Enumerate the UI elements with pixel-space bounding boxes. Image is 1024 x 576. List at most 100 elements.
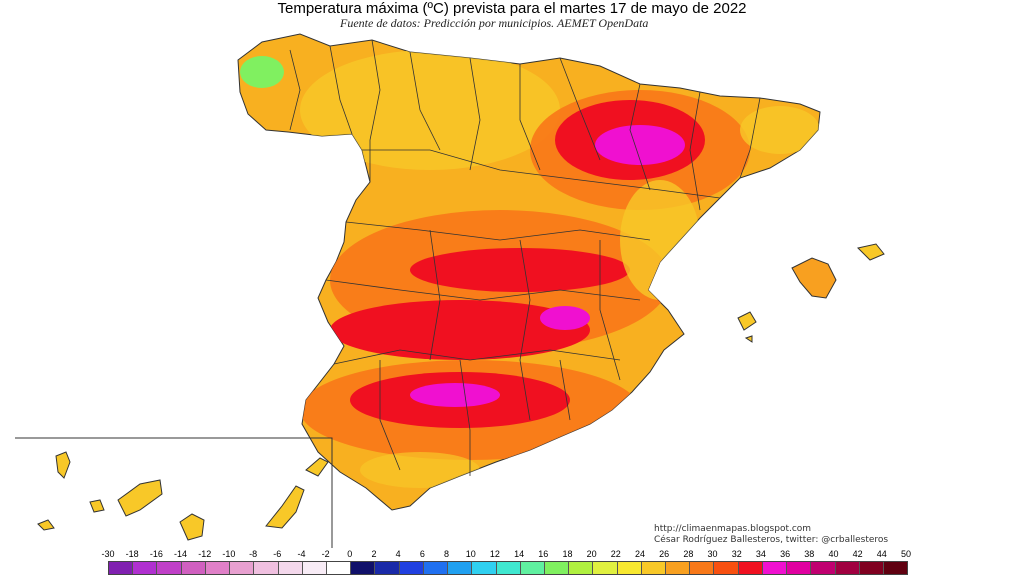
zone-ebro-magenta [595,125,685,165]
legend-swatch [787,562,812,574]
zone-south-coast-warm [360,452,480,488]
legend-swatch [641,562,667,574]
legend-swatch [109,562,134,574]
legend-tick-label: -4 [297,549,306,559]
legend-tick-label: 14 [514,549,525,559]
legend-tick-label: 8 [444,549,450,559]
island-el-hierro [37,519,55,531]
legend-swatch [811,562,836,574]
legend-swatch [302,562,327,574]
legend-swatch [351,562,376,574]
legend-swatch [205,562,231,574]
legend-swatch [738,562,763,574]
legend-tick-label: -6 [273,549,282,559]
island-lanzarote [305,457,329,477]
legend-tick-label: 36 [780,549,791,559]
legend-tick-label: 28 [683,549,694,559]
province-borders [289,39,761,476]
island-mallorca [791,257,837,299]
legend-swatch [666,562,691,574]
legend-tick-label: 10 [465,549,476,559]
legend-tick-label: -2 [321,549,330,559]
legend-swatch [496,562,521,574]
legend-swatch [133,562,158,574]
legend-tick-label: -12 [198,549,212,559]
legend-tick-label: -18 [125,549,139,559]
island-formentera [744,335,753,343]
zone-guadiana-red [330,300,590,360]
legend-swatch [181,562,206,574]
zone-guadalquivir-magenta [410,383,500,407]
legend-swatch [375,562,400,574]
legend-tick-label: 20 [586,549,597,559]
island-menorca [857,243,885,261]
legend-tick-label: 42 [852,549,863,559]
island-la-palma [55,451,71,479]
legend-tick-label: 16 [538,549,549,559]
legend-swatch [690,562,715,574]
map-title: Temperatura máxima (ºC) prevista para el… [277,0,747,17]
legend-swatch [520,562,545,574]
legend-swatch [617,562,642,574]
island-tenerife [117,479,163,517]
legend-ticks: -30 -18 -16 -14 -12 -10 -8 -6 -4 -2 0 2 4 6 8 10 12 14 16 1… [0,549,1024,561]
legend-swatch [762,562,788,574]
legend-swatch [859,562,884,574]
legend-tick-label: 34 [755,549,766,559]
legend-color-bar [108,561,908,575]
legend-tick-label: 38 [804,549,815,559]
legend-tick-label: 6 [419,549,425,559]
canary-inset [15,437,333,548]
zone-east-warm [620,180,700,300]
legend-tick-label: 0 [347,549,353,559]
legend-swatch [472,562,497,574]
legend-swatch [835,562,860,574]
legend-tick-label: 44 [876,549,887,559]
balearic-islands [737,243,885,343]
legend-tick-label: 12 [489,549,500,559]
legend-tick-label: 26 [659,549,670,559]
legend-swatch [278,562,303,574]
legend-swatch [884,562,908,574]
peninsula [237,33,821,511]
island-la-gomera [89,499,105,513]
legend-swatch [230,562,255,574]
credits-author: César Rodríguez Ballesteros, twitter: @c… [654,535,889,545]
legend-tick-label: -14 [174,549,188,559]
legend-swatch [569,562,594,574]
legend-swatch [544,562,570,574]
legend-tick-label: 24 [634,549,646,559]
credits: http://climaenmapas.blogspot.com César R… [654,524,888,546]
legend-swatch [593,562,618,574]
zone-north-warm [300,50,560,170]
credits-url[interactable]: http://climaenmapas.blogspot.com [654,524,812,534]
island-ibiza [737,311,757,331]
legend-swatch [254,562,279,574]
legend-tick-label: 30 [707,549,718,559]
legend-swatch [326,562,352,574]
island-fuerteventura [265,485,305,529]
legend-tick-label: -10 [222,549,236,559]
zone-catalonia-warm [740,106,820,154]
legend-tick-label: 32 [731,549,742,559]
legend-tick-label: 50 [900,549,912,559]
legend-swatch [399,562,424,574]
zone-guadiana-magenta [540,306,590,330]
island-gran-canaria [179,513,205,541]
legend-tick-label: -8 [249,549,258,559]
map-subtitle: Fuente de datos: Predicción por municipi… [340,16,649,30]
zone-galicia-green [240,56,284,88]
legend-tick-label: 18 [562,549,573,559]
legend-tick-label: 22 [610,549,621,559]
legend-swatch [157,562,182,574]
canary-inset-frame [15,437,333,548]
legend-tick-label: 4 [395,549,401,559]
legend-swatch [423,562,449,574]
legend-swatch [448,562,473,574]
legend-swatch [714,562,739,574]
legend-tick-label: -30 [101,549,115,559]
zone-tajo-red [410,248,630,292]
legend-tick-label: -16 [149,549,163,559]
legend-tick-label: 2 [371,549,377,559]
